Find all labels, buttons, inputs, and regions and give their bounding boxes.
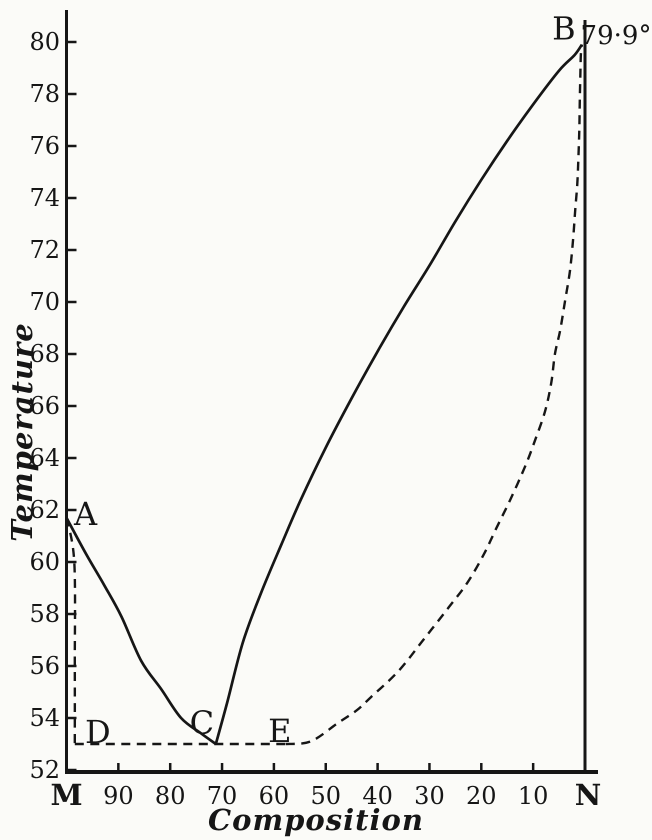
y-tick-label-70: 70 [29,288,60,316]
x-tick-label-90: 90 [103,782,134,810]
x-tick-label-60: 60 [259,782,290,810]
x-axis-end-label-N: N [575,778,602,812]
curve-solidus-A-D [65,517,77,745]
point-label-D: D [85,713,111,751]
y-tick-label-60: 60 [29,548,60,576]
point-label-C: C [190,704,214,742]
y-tick-label-58: 58 [29,600,60,628]
y-tick-label-74: 74 [29,184,60,212]
x-axis-end-label-M: M [50,778,82,812]
x-tick-label-10: 10 [518,782,549,810]
y-tick-label-52: 52 [29,756,60,784]
y-tick-label-66: 66 [29,392,60,420]
curve-liquidus-A-C [65,517,217,746]
y-tick-label-62: 62 [29,496,60,524]
y-tick-label-54: 54 [29,704,60,732]
x-tick-label-50: 50 [310,782,341,810]
x-tick-label-70: 70 [207,782,238,810]
point-label-A: A [73,495,98,533]
point-label-E: E [268,712,291,750]
x-tick-label-30: 30 [414,782,445,810]
y-tick-label-64: 64 [29,444,60,472]
point-label-B: B [552,10,576,48]
x-tick-label-80: 80 [155,782,186,810]
y-tick-label-72: 72 [29,236,60,264]
x-axis-title: Composition [208,803,424,837]
y-axis-title: Temperature [5,322,39,542]
y-tick-label-56: 56 [29,652,60,680]
y-tick-label-68: 68 [29,340,60,368]
x-tick-label-20: 20 [466,782,497,810]
annotation-melting-point-of-N: 79·9° [581,21,652,51]
y-tick-label-76: 76 [29,132,60,160]
curve-solidus-E-B [285,44,584,746]
curve-liquidus-C-B [214,43,584,745]
y-tick-label-80: 80 [29,28,60,56]
x-tick-label-40: 40 [362,782,393,810]
y-tick-label-78: 78 [29,80,60,108]
